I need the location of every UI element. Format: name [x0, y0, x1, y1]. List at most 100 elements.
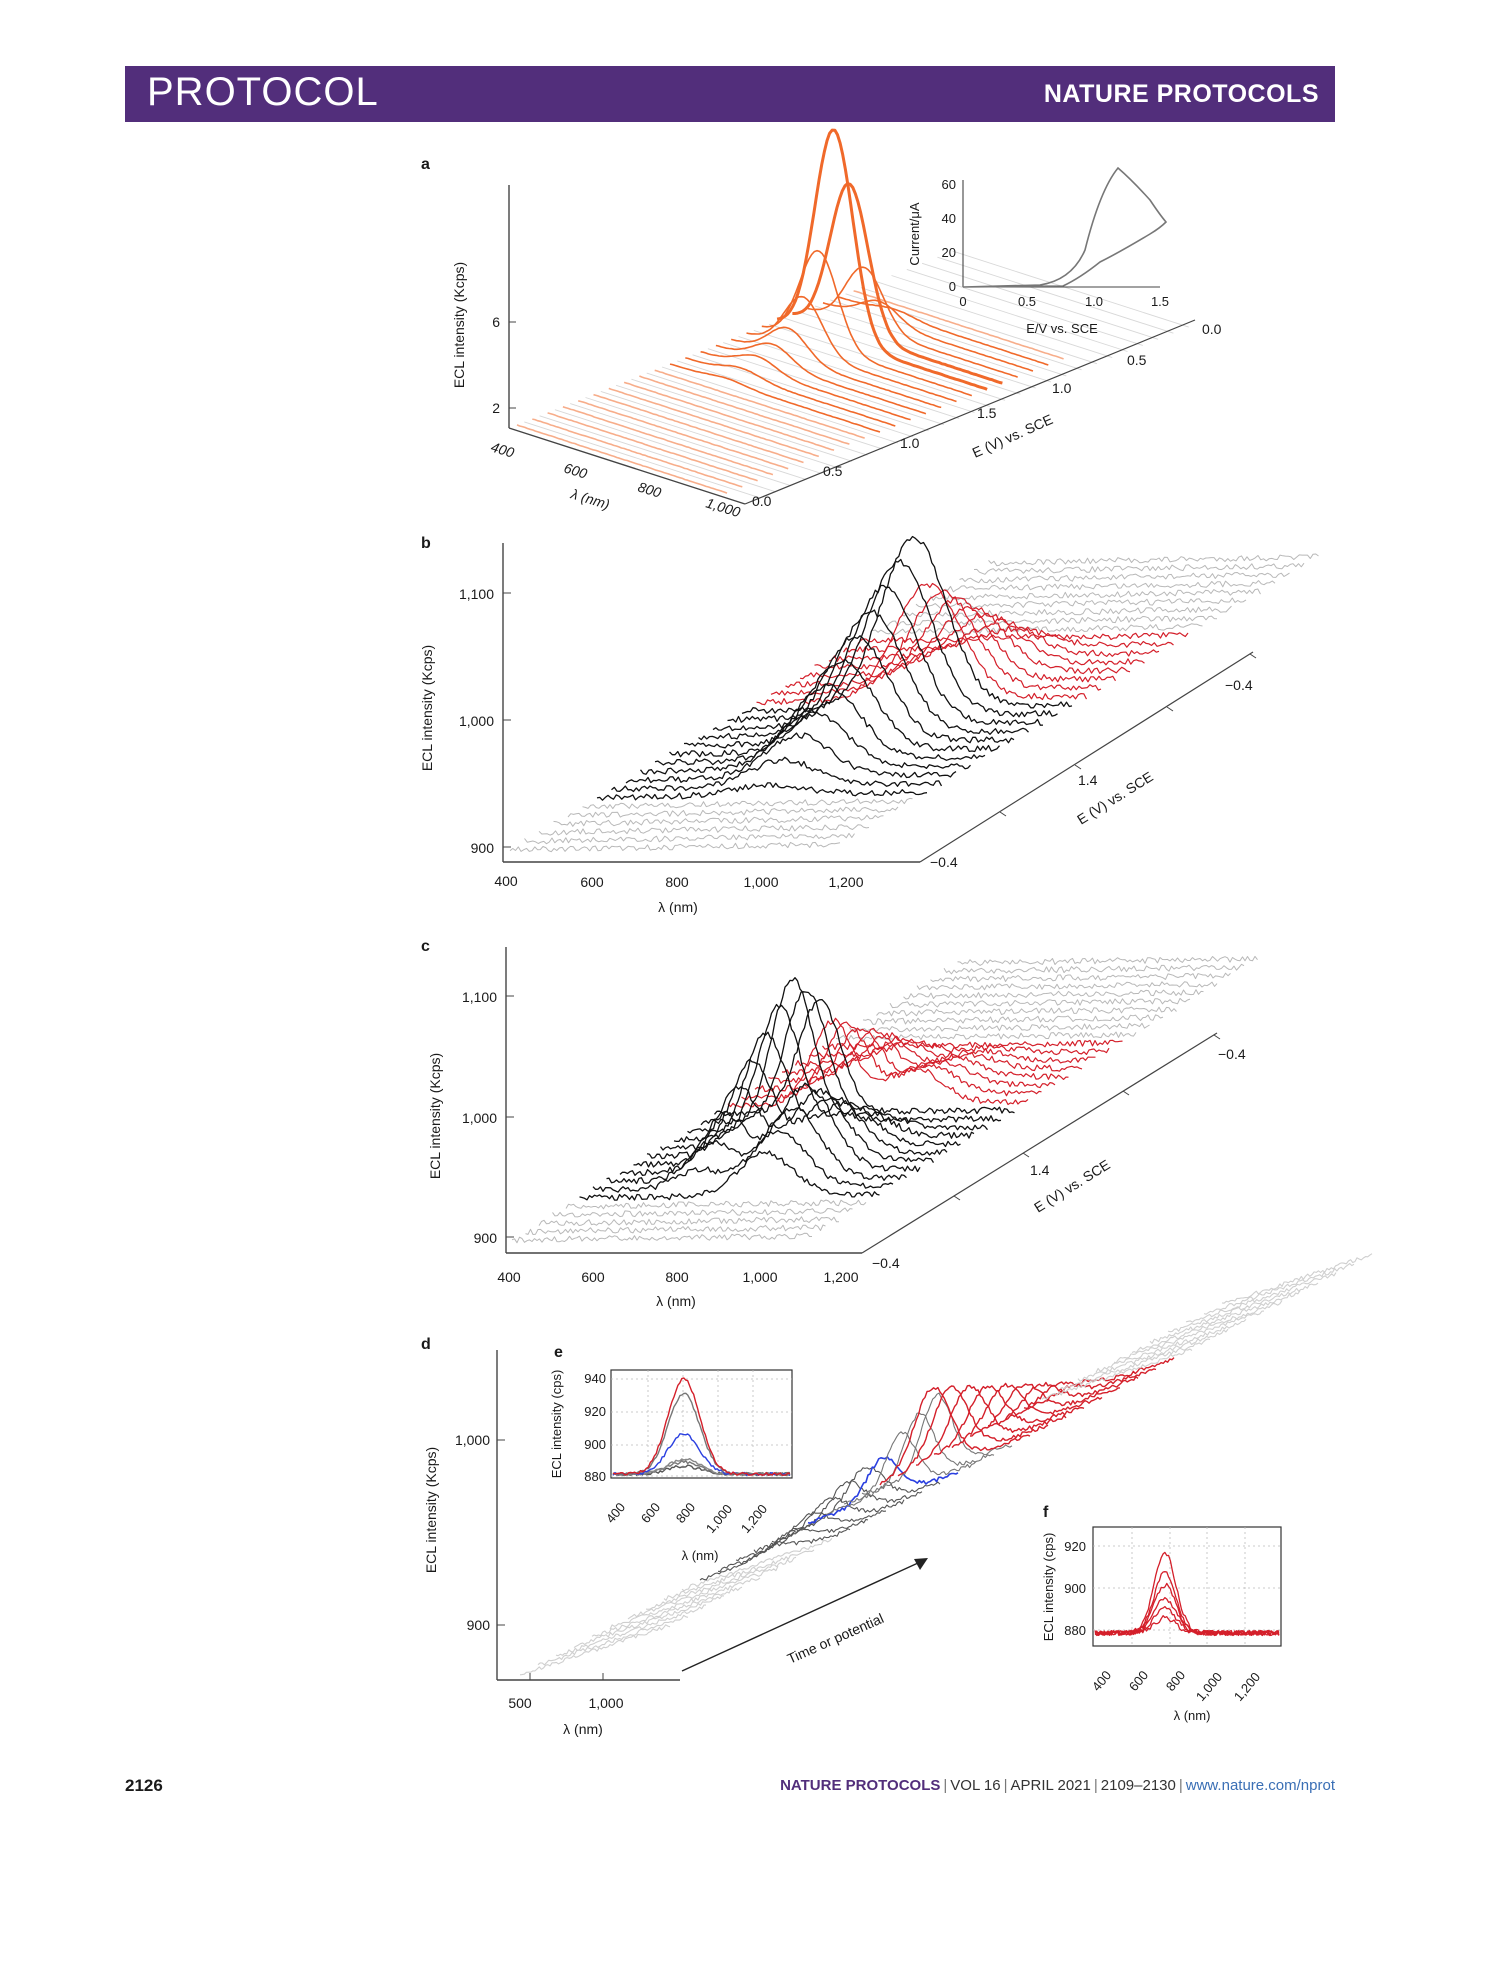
spectrum-trace	[741, 535, 1073, 715]
page-footer: 2126 NATURE PROTOCOLS | VOL 16 | APRIL 2021 |…	[125, 1776, 1335, 1800]
panel-c-xtick: 1,000	[742, 1269, 777, 1285]
spectrum-trace	[944, 580, 1276, 593]
spectrum-trace	[862, 1014, 1164, 1025]
panel-e-xtick: 400	[603, 1500, 628, 1526]
spectrum-trace	[853, 290, 1064, 360]
spectrum-trace	[876, 1006, 1177, 1017]
spectrum-trace	[915, 1384, 1067, 1466]
panel-a-baselines	[508, 250, 1189, 505]
baseline-trace	[585, 397, 822, 474]
panel-a-ztick: 0.0	[752, 493, 772, 509]
spectrum-trace	[712, 584, 1044, 732]
spectrum-trace	[669, 363, 881, 433]
spectrum-trace	[700, 351, 911, 421]
baseline-trace	[921, 262, 1159, 340]
spectrum-trace	[1131, 1300, 1283, 1354]
baseline-trace	[646, 372, 883, 450]
panel-f-xtick: 1,200	[1231, 1669, 1263, 1704]
spectrum-trace	[746, 295, 957, 403]
panel-e-ytick: 880	[584, 1469, 606, 1484]
panel-f-ylabel: ECL intensity (cps)	[1041, 1533, 1056, 1642]
spectrum-trace	[776, 128, 988, 391]
spectrum-trace	[1077, 1328, 1229, 1382]
panel-e-ytick: 900	[584, 1437, 606, 1452]
spectrum-trace	[785, 597, 1117, 688]
section-title: PROTOCOL	[147, 70, 379, 114]
panel-a-xtick: 400	[489, 439, 516, 461]
panel-c-ytick: 1,100	[462, 989, 497, 1005]
footer-url[interactable]: www.nature.com/nprot	[1185, 1777, 1335, 1794]
panel-c-ytick: 1,000	[462, 1110, 497, 1126]
spectrum-trace	[969, 1383, 1121, 1437]
baseline-trace	[554, 409, 792, 487]
panel-a-xtick: 600	[562, 460, 589, 482]
journal-name: NATURE PROTOCOLS	[1043, 80, 1319, 108]
panel-a-xtick: 800	[636, 479, 663, 501]
panel-f-xtick: 1,000	[1193, 1669, 1225, 1704]
spectrum-trace	[524, 832, 855, 845]
panel-d: d 1,000 900 ECL intensity (Kcps) 500 1,0…	[421, 1253, 1373, 1737]
spectrum-trace	[1041, 1348, 1193, 1400]
spectrum-trace	[825, 1431, 977, 1516]
page-header: PROTOCOL NATURE PROTOCOLS	[125, 66, 1335, 122]
spectrum-trace	[790, 1467, 941, 1532]
page-number: 2126	[125, 1776, 163, 1795]
spectrum-trace	[828, 618, 1160, 662]
panel-b-xlabel: λ (nm)	[658, 899, 698, 915]
spectrum-trace	[1113, 1310, 1265, 1364]
baseline-trace	[876, 281, 1113, 359]
spectrum-trace	[609, 1577, 761, 1630]
panel-c-ylabel: ECL intensity (Kcps)	[427, 1053, 443, 1179]
spectrum-trace	[886, 615, 1218, 627]
baseline-trace	[570, 403, 807, 481]
spectrum-trace	[687, 977, 989, 1134]
spectrum-trace	[838, 295, 1049, 366]
panel-a-ztick: 1.0	[900, 435, 920, 451]
spectrum-trace	[889, 997, 1191, 1009]
spectrum-trace	[663, 1549, 815, 1601]
panel-f-ytick: 880	[1064, 1623, 1086, 1638]
panel-e-ytick: 920	[584, 1404, 606, 1419]
spectrum-trace	[916, 981, 1218, 991]
panel-a-ytick: 6	[492, 314, 500, 330]
panel-c-traces	[511, 955, 1258, 1244]
spectrum-trace	[611, 756, 943, 793]
spectrum-trace	[857, 632, 1189, 645]
panel-d-xtick: 1,000	[588, 1695, 623, 1711]
panel-a: a 6 2 ECL intensity (Kcps) 400 600 800 1…	[421, 128, 1222, 520]
figure-panels: a 6 2 ECL intensity (Kcps) 400 600 800 1…	[419, 128, 1373, 1737]
panel-c: c 1,100 1,000 900 ECL intensity (Kcps) 4…	[421, 938, 1258, 1309]
spectrum-trace	[731, 326, 942, 409]
spectrum-trace	[582, 797, 913, 810]
panel-b: b 1,100 1,000 900 ECL intensity (Kcps) 4…	[419, 535, 1319, 915]
panel-e-traces	[612, 1377, 791, 1477]
spectrum-trace	[685, 357, 896, 427]
inset-spectrum-trace	[612, 1392, 791, 1477]
spectrum-trace	[654, 369, 865, 439]
baseline-trace	[738, 336, 975, 413]
spectrum-trace	[754, 1027, 1056, 1093]
panel-a-xlabel: λ (nm)	[568, 485, 611, 512]
spectrum-trace	[591, 1586, 743, 1637]
inset-ytick: 40	[942, 211, 956, 226]
panel-b-traces	[509, 535, 1319, 853]
spectrum-trace	[573, 1595, 725, 1649]
panel-e-xtick: 600	[638, 1500, 663, 1526]
spectrum-trace	[537, 1614, 689, 1666]
panel-a-inset: 0 20 40 60 0 0.5 1.0 1.5 E/V vs. SCE Cur…	[907, 166, 1169, 336]
baseline-trace	[768, 323, 1006, 401]
spectrum-trace	[933, 1385, 1085, 1455]
spectrum-trace	[807, 1456, 959, 1524]
inset-ylabel: Current/μA	[907, 202, 922, 265]
panel-a-ytick: 2	[492, 400, 500, 416]
panel-b-ytick: 1,000	[459, 713, 494, 729]
spectrum-trace	[727, 1017, 1029, 1108]
spectrum-trace	[579, 1150, 880, 1201]
baseline-trace	[707, 348, 945, 426]
panel-d-traces	[519, 1253, 1373, 1676]
spectrum-trace	[625, 732, 957, 784]
panel-a-ztick: 0.5	[823, 463, 843, 479]
spectrum-trace	[606, 1107, 907, 1185]
panel-b-xtick: 800	[665, 874, 689, 890]
spectrum-trace	[519, 1624, 671, 1676]
